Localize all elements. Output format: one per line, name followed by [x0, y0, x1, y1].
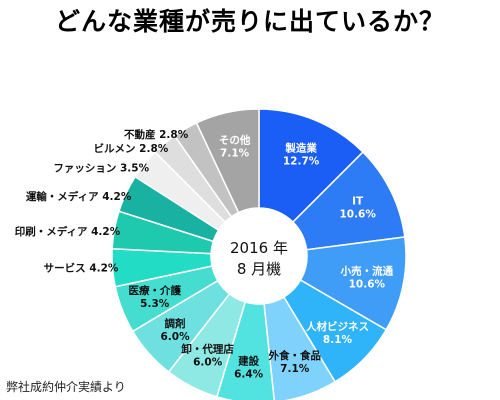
center-label-line2: 8 月機	[237, 260, 281, 278]
slice-label-6: 建設	[237, 355, 259, 368]
slice-label-10: サービス 4.2%	[44, 261, 119, 274]
slice-value-16: 7.1%	[220, 148, 250, 160]
slice-label-4: 人材ビジネス	[306, 320, 369, 333]
slice-label-2: IT	[352, 195, 364, 207]
slice-label-11: 印刷・メディア 4.2%	[15, 225, 121, 238]
slice-label-12: 運輸・メディア 4.2%	[26, 190, 132, 203]
slice-label-7: 卸・代理店	[181, 343, 234, 356]
slice-label-group: 製造業12.7%IT10.6%小売・流通10.6%人材ビジネス8.1%外食・食品…	[15, 128, 394, 380]
slice-value-2: 10.6%	[339, 208, 376, 220]
slice-value-8: 6.0%	[160, 331, 190, 343]
slice-label-1: 製造業	[284, 141, 317, 154]
donut-hole	[211, 208, 307, 304]
slice-label-9: 医療・介護	[128, 284, 181, 297]
slice-label-15: 不動産 2.8%	[124, 128, 189, 141]
slice-label-16: その他	[219, 134, 251, 147]
chart-title: どんな業種が売りに出ているか？	[54, 7, 445, 36]
slice-label-13: ファッション 3.5%	[53, 163, 149, 175]
slice-label-14: ビルメン 2.8%	[94, 142, 169, 155]
slice-value-1: 12.7%	[283, 155, 320, 167]
slice-group	[111, 108, 407, 400]
slice-label-5: 外食・食品	[267, 349, 321, 362]
source-note: 弊社成約仲介実績より	[6, 380, 126, 394]
slice-value-5: 7.1%	[280, 363, 310, 375]
slice-label-8: 調剤	[165, 317, 186, 330]
slice-value-9: 5.3%	[140, 298, 170, 310]
slice-value-7: 6.0%	[193, 357, 223, 369]
slice-value-4: 8.1%	[323, 334, 353, 346]
center-label-line1: 2016 年	[230, 239, 288, 257]
slice-label-3: 小売・流通	[340, 265, 394, 278]
slice-value-3: 10.6%	[349, 279, 386, 291]
slice-value-6: 6.4%	[234, 369, 264, 381]
